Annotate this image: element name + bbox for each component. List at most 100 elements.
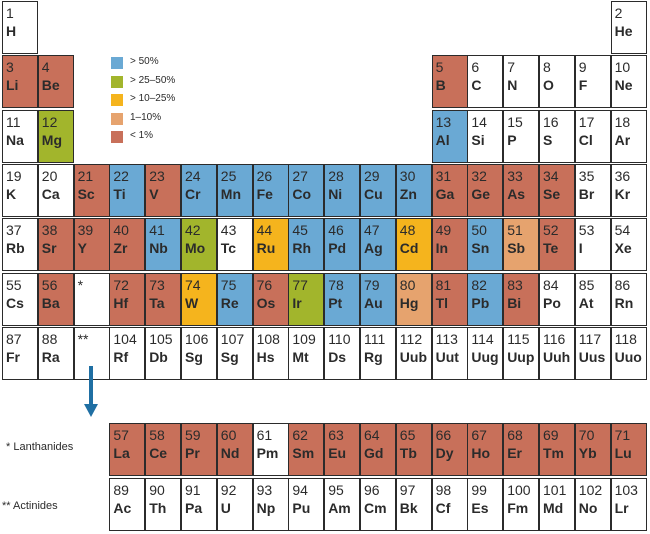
element-cell: 33 As bbox=[503, 163, 540, 217]
element-cell: 115 Uup bbox=[503, 326, 540, 380]
element-cell: 56 Ba bbox=[37, 272, 74, 326]
atomic-number: 18 bbox=[614, 113, 631, 130]
element-symbol: Uup bbox=[507, 348, 535, 365]
element-symbol: Si bbox=[471, 131, 485, 148]
element-cell: 24 Cr bbox=[181, 163, 217, 217]
element-symbol: Fr bbox=[6, 348, 20, 365]
atomic-number: 108 bbox=[256, 330, 280, 347]
legend-label: 1–10% bbox=[130, 111, 162, 123]
element-symbol: Ga bbox=[435, 185, 455, 202]
atomic-number: 88 bbox=[41, 330, 58, 347]
atomic-number: 100 bbox=[507, 481, 531, 498]
element-symbol: S bbox=[543, 131, 553, 148]
element-symbol: Sg bbox=[185, 348, 203, 365]
element-cell: 91 Pa bbox=[181, 477, 217, 531]
legend-swatch bbox=[111, 94, 123, 107]
atomic-number: 92 bbox=[220, 481, 237, 498]
element-cell: 79 Au bbox=[360, 272, 396, 326]
atomic-number: 75 bbox=[220, 276, 237, 293]
element-symbol: N bbox=[507, 77, 518, 94]
element-symbol: Ne bbox=[614, 77, 633, 94]
element-symbol: Ti bbox=[113, 185, 126, 202]
element-cell: 73 Ta bbox=[145, 272, 182, 326]
atomic-number: 7 bbox=[507, 59, 515, 76]
element-cell: 116 Uuh bbox=[539, 326, 575, 380]
atomic-number: 65 bbox=[399, 427, 416, 443]
element-cell: 118 Uuo bbox=[610, 326, 647, 380]
legend-swatch bbox=[111, 131, 123, 144]
atomic-number: 21 bbox=[77, 167, 94, 184]
element-cell: 48 Cd bbox=[395, 218, 432, 272]
element-cell: 29 Cu bbox=[360, 163, 396, 217]
element-symbol: Zn bbox=[399, 185, 417, 202]
element-symbol: Uub bbox=[399, 348, 428, 365]
element-cell: 45 Rh bbox=[288, 218, 325, 272]
element-cell: 89 Ac bbox=[109, 477, 146, 531]
element-symbol: Nb bbox=[149, 240, 168, 257]
element-symbol: Md bbox=[543, 499, 564, 516]
element-symbol: Am bbox=[328, 499, 351, 516]
legend-label: > 50% bbox=[130, 56, 159, 67]
atomic-number: 71 bbox=[614, 427, 631, 443]
atomic-number: 86 bbox=[614, 276, 631, 293]
atomic-number: 117 bbox=[578, 330, 602, 347]
element-symbol: Ca bbox=[41, 185, 60, 202]
element-symbol: Au bbox=[364, 294, 383, 311]
atomic-number: 77 bbox=[292, 276, 308, 293]
element-symbol: Sm bbox=[292, 445, 315, 461]
atomic-number: 89 bbox=[113, 481, 129, 498]
atomic-number: 111 bbox=[364, 330, 386, 347]
element-cell: 37 Rb bbox=[2, 218, 38, 272]
atomic-number: 55 bbox=[6, 276, 22, 293]
atomic-number: 24 bbox=[185, 167, 201, 184]
element-cell: 11 Na bbox=[2, 109, 38, 163]
element-cell: 99 Es bbox=[467, 477, 504, 531]
element-cell: 28 Ni bbox=[324, 163, 361, 217]
atomic-number: 26 bbox=[256, 167, 273, 184]
atomic-number: 58 bbox=[149, 427, 165, 443]
element-symbol: Cr bbox=[185, 185, 201, 202]
element-symbol: Cd bbox=[399, 240, 419, 257]
atomic-number: 29 bbox=[364, 167, 380, 184]
element-symbol: Se bbox=[543, 185, 561, 202]
element-cell: 52 Te bbox=[539, 218, 575, 272]
atomic-number: 68 bbox=[507, 427, 523, 443]
element-symbol: Be bbox=[41, 77, 60, 94]
element-symbol: Eu bbox=[328, 445, 347, 461]
element-symbol: Re bbox=[220, 294, 239, 311]
element-symbol: Pm bbox=[256, 445, 279, 461]
atomic-number: 42 bbox=[185, 222, 201, 239]
element-symbol: Mt bbox=[292, 348, 309, 365]
element-cell: 26 Fe bbox=[252, 163, 289, 217]
element-symbol: Ce bbox=[149, 445, 168, 461]
atomic-number: 82 bbox=[471, 276, 487, 293]
element-cell: 100 Fm bbox=[503, 477, 540, 531]
atomic-number: 69 bbox=[543, 427, 559, 443]
element-symbol: Ba bbox=[41, 294, 60, 311]
element-cell: 15 P bbox=[503, 109, 540, 163]
atomic-number: 85 bbox=[578, 276, 595, 293]
atomic-number: 97 bbox=[399, 481, 416, 498]
atomic-number: 73 bbox=[149, 276, 165, 293]
element-cell: 40 Zr bbox=[109, 218, 146, 272]
element-cell: 87 Fr bbox=[2, 326, 38, 380]
atomic-number: 94 bbox=[292, 481, 308, 498]
element-symbol: Uug bbox=[471, 348, 499, 365]
element-cell: 65 Tb bbox=[395, 423, 432, 476]
element-cell: * bbox=[73, 272, 110, 326]
element-symbol: I bbox=[578, 240, 583, 257]
element-symbol: Fm bbox=[507, 499, 529, 516]
element-cell: 93 Np bbox=[252, 477, 289, 531]
element-cell: 51 Sb bbox=[503, 218, 540, 272]
atomic-number: 67 bbox=[471, 427, 487, 443]
atomic-number: 45 bbox=[292, 222, 308, 239]
element-cell: 2 He bbox=[610, 1, 647, 54]
element-cell: 90 Th bbox=[145, 477, 182, 531]
element-symbol: Pa bbox=[185, 499, 203, 516]
legend-label: > 10–25% bbox=[130, 93, 176, 105]
atomic-number: 8 bbox=[543, 59, 551, 76]
element-symbol: Hs bbox=[256, 348, 275, 365]
